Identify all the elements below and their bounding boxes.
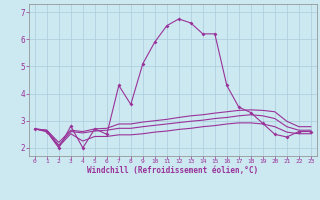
X-axis label: Windchill (Refroidissement éolien,°C): Windchill (Refroidissement éolien,°C) (87, 166, 258, 175)
